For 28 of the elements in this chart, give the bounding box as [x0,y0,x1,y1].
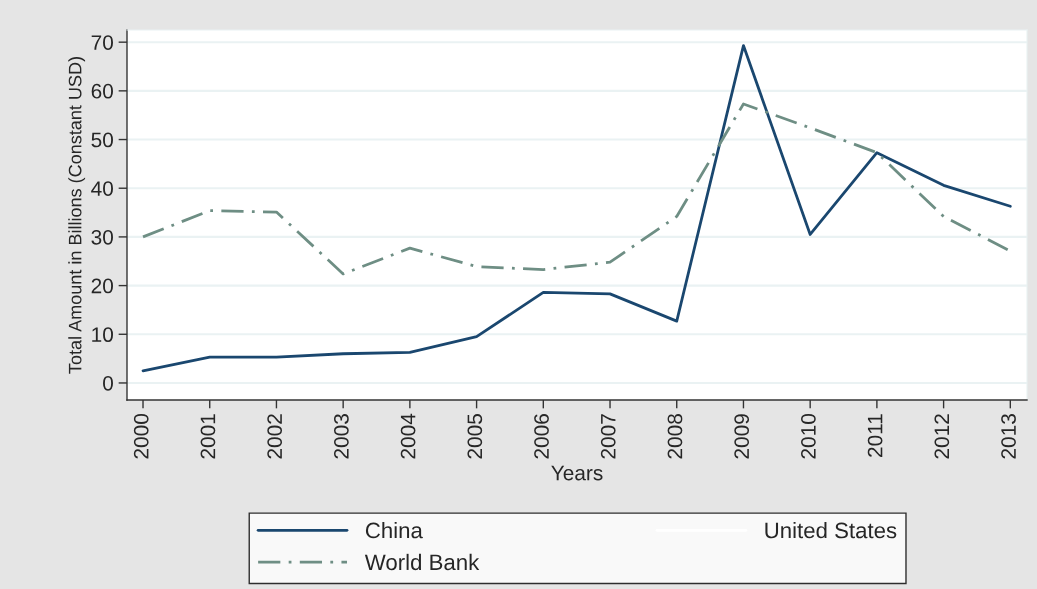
x-tick-label: 2002 [267,414,283,459]
y-tick-label: 0 [103,375,113,391]
x-axis-title: Years [551,465,603,481]
x-tick-label: 2011 [867,414,883,457]
legend-label: World Bank [364,553,480,571]
x-tick-label: 2013 [1001,414,1016,459]
legend-label: China [365,522,423,539]
x-tick-label: 2006 [534,414,549,459]
x-tick-label: 2003 [334,414,349,459]
x-tick-label: 2008 [667,414,683,459]
x-tick-label: 2004 [400,413,416,459]
x-tick-label: 2010 [801,414,816,459]
x-tick-label: 2012 [934,414,950,459]
y-axis-title: Total Amount in Billions (Constant USD) [68,57,86,374]
y-tick-label: 20 [91,278,113,294]
y-tick-label: 40 [91,181,113,196]
x-tick-label: 2001 [200,414,216,459]
legend-label: United States [765,522,897,539]
y-tick-label: 30 [91,229,113,245]
line-series [141,44,1012,373]
y-tick-label: 10 [92,327,113,343]
x-tick-label: 2000 [133,414,149,459]
x-tick-label: 2007 [600,414,616,459]
y-tick-label: 70 [91,35,113,50]
x-tick-label: 2005 [467,414,483,459]
x-tick-label: 2009 [734,414,750,459]
y-tick-label: 60 [91,83,113,99]
y-tick-label: 50 [91,132,113,148]
